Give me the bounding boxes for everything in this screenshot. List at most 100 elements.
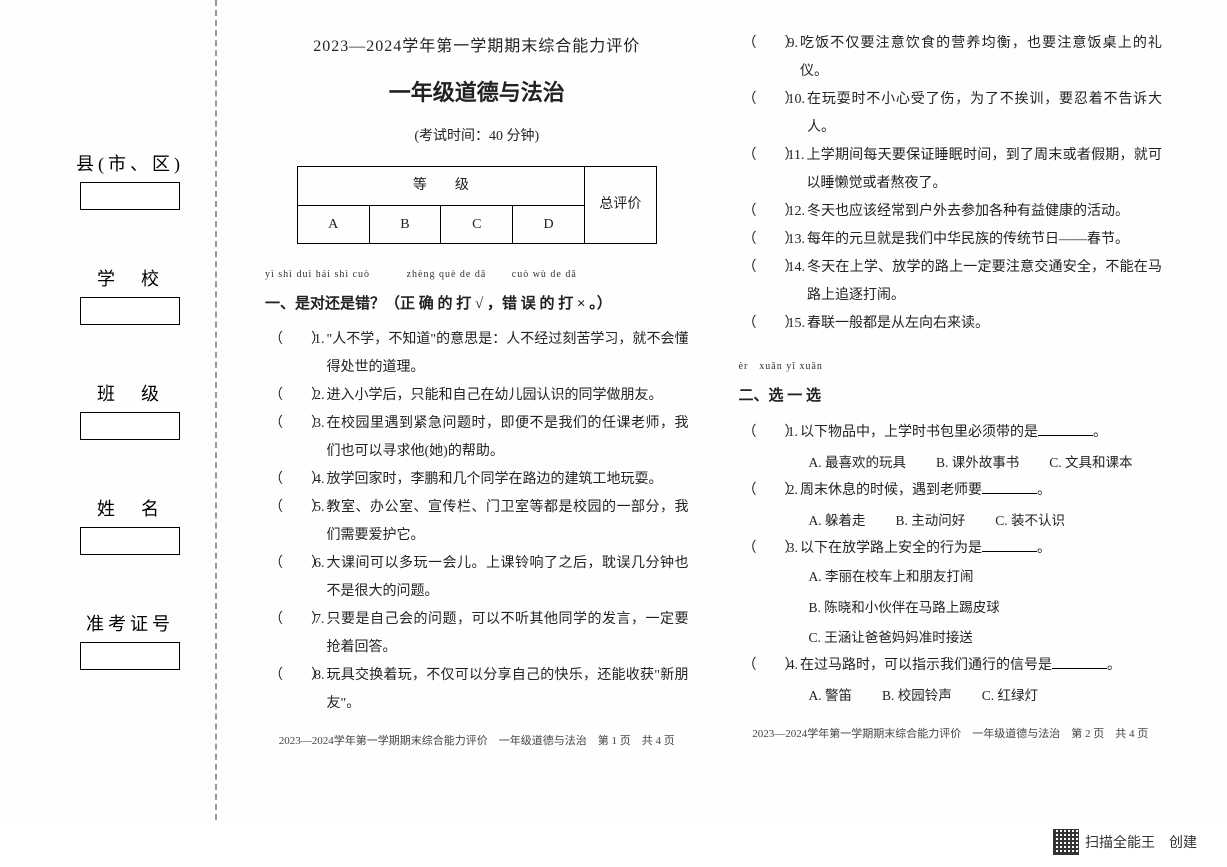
grade-header: 等 级 bbox=[297, 167, 584, 205]
tf-question: （ ）13.每年的元旦就是我们中华民族的传统节日——春节。 bbox=[743, 226, 1163, 254]
left-page: 2023—2024学年第一学期期末综合能力评价 一年级道德与法治 (考试时间：4… bbox=[240, 30, 714, 800]
q-num: 8. bbox=[314, 662, 325, 718]
info-label: 班 级 bbox=[97, 380, 163, 406]
section2-title: 二、选 一 选 bbox=[739, 381, 1163, 413]
choice-option[interactable]: A. 躲着走 bbox=[809, 507, 866, 535]
answer-paren[interactable]: （ ） bbox=[743, 310, 788, 338]
info-input-box[interactable] bbox=[80, 297, 180, 325]
choice-option[interactable]: B. 课外故事书 bbox=[936, 449, 1019, 477]
page-container: 县(市、区) 学 校 班 级 姓 名 准考证号 2023—2024学年第一学期期… bbox=[0, 0, 1227, 820]
answer-paren[interactable]: （ ） bbox=[269, 410, 314, 466]
answer-paren[interactable]: （ ） bbox=[269, 606, 314, 662]
info-label: 姓 名 bbox=[97, 495, 163, 521]
answer-paren[interactable]: （ ） bbox=[269, 494, 314, 550]
answer-paren[interactable]: （ ） bbox=[743, 198, 788, 226]
q-num: 10. bbox=[788, 86, 806, 142]
answer-paren[interactable]: （ ） bbox=[269, 382, 314, 410]
choice-option[interactable]: A. 警笛 bbox=[809, 682, 853, 710]
tf-question: （ ）9.吃饭不仅要注意饮食的营养均衡，也要注意饭桌上的礼仪。 bbox=[743, 30, 1163, 86]
student-info-column: 县(市、区) 学 校 班 级 姓 名 准考证号 bbox=[60, 30, 200, 800]
choice-option[interactable]: C. 王涵让爸爸妈妈准时接送 bbox=[809, 624, 1163, 652]
q-num: 9. bbox=[788, 30, 799, 86]
grade-table: 等 级 总评价 A B C D bbox=[297, 166, 657, 244]
q-text: 冬天也应该经常到户外去参加各种有益健康的活动。 bbox=[807, 198, 1162, 226]
q-text: 以下在放学路上安全的行为是。 bbox=[800, 535, 1162, 563]
choice-option[interactable]: A. 最喜欢的玩具 bbox=[809, 449, 907, 477]
choice-option[interactable]: C. 装不认识 bbox=[995, 507, 1065, 535]
mc-question: （ ）1.以下物品中，上学时书包里必须带的是。 bbox=[743, 419, 1163, 447]
q-num: 3. bbox=[314, 410, 325, 466]
answer-paren[interactable]: （ ） bbox=[269, 550, 314, 606]
answer-paren[interactable]: （ ） bbox=[743, 477, 788, 505]
answer-paren[interactable]: （ ） bbox=[743, 652, 788, 680]
q-num: 4. bbox=[788, 652, 799, 680]
choice-option[interactable]: A. 李丽在校车上和朋友打闹 bbox=[809, 563, 1163, 591]
info-input-box[interactable] bbox=[80, 182, 180, 210]
q-num: 11. bbox=[788, 142, 805, 198]
choices-row: A. 警笛 B. 校园铃声 C. 红绿灯 bbox=[809, 682, 1163, 710]
tf-question: （ ）2.进入小学后，只能和自己在幼儿园认识的同学做朋友。 bbox=[269, 382, 689, 410]
mc-question: （ ）4.在过马路时，可以指示我们通行的信号是。 bbox=[743, 652, 1163, 680]
choices-column: A. 李丽在校车上和朋友打闹 B. 陈晓和小伙伴在马路上踢皮球C. 王涵让爸爸妈妈… bbox=[809, 563, 1163, 652]
q-num: 13. bbox=[788, 226, 806, 254]
answer-paren[interactable]: （ ） bbox=[269, 326, 314, 382]
mc-question: （ ）3.以下在放学路上安全的行为是。 bbox=[743, 535, 1163, 563]
q-text: 上学期间每天要保证睡眠时间，到了周末或者假期，就可以睡懒觉或者熬夜了。 bbox=[806, 142, 1162, 198]
tf-question: （ ）12.冬天也应该经常到户外去参加各种有益健康的活动。 bbox=[743, 198, 1163, 226]
q-num: 15. bbox=[788, 310, 806, 338]
choice-option[interactable]: B. 陈晓和小伙伴在马路上踢皮球 bbox=[809, 594, 1163, 622]
info-field-exam-no: 准考证号 bbox=[60, 610, 200, 670]
choice-option[interactable]: B. 校园铃声 bbox=[882, 682, 952, 710]
answer-paren[interactable]: （ ） bbox=[743, 86, 788, 142]
grade-cell: A bbox=[297, 205, 369, 243]
q-text: 教室、办公室、宣传栏、门卫室等都是校园的一部分，我们需要爱护它。 bbox=[327, 494, 689, 550]
total-eval: 总评价 bbox=[584, 167, 656, 244]
footer-left: 2023—2024学年第一学期期末综合能力评价 一年级道德与法治 第 1 页 共… bbox=[265, 730, 689, 753]
info-field-county: 县(市、区) bbox=[60, 150, 200, 210]
info-input-box[interactable] bbox=[80, 642, 180, 670]
tf-question: （ ）7.只要是自己会的问题，可以不听其他同学的发言，一定要抢着回答。 bbox=[269, 606, 689, 662]
grade-cell: B bbox=[369, 205, 441, 243]
q-text: 在校园里遇到紧急问题时，即便不是我们的任课老师，我们也可以寻求他(她)的帮助。 bbox=[327, 410, 689, 466]
section1-pinyin: yì shì duì hái shì cuò zhèng què de dǎ c… bbox=[265, 264, 689, 285]
header-subject: 一年级道德与法治 bbox=[265, 70, 689, 116]
q-text: "人不学，不知道"的意思是：人不经过刻苦学习，就不会懂得处世的道理。 bbox=[327, 326, 689, 382]
pinyin-text: cuò wù de dǎ bbox=[512, 269, 577, 280]
fill-blank[interactable] bbox=[1052, 655, 1107, 669]
qr-icon bbox=[1053, 829, 1079, 855]
right-page: （ ）9.吃饭不仅要注意饮食的营养均衡，也要注意饭桌上的礼仪。（ ）10.在玩耍… bbox=[714, 30, 1188, 800]
fill-blank[interactable] bbox=[982, 538, 1037, 552]
info-input-box[interactable] bbox=[80, 527, 180, 555]
choice-option[interactable]: B. 主动问好 bbox=[896, 507, 966, 535]
answer-paren[interactable]: （ ） bbox=[743, 226, 788, 254]
answer-paren[interactable]: （ ） bbox=[743, 30, 788, 86]
choice-option[interactable]: C. 文具和课本 bbox=[1049, 449, 1132, 477]
mc-question: （ ）2.周末休息的时候，遇到老师要。 bbox=[743, 477, 1163, 505]
answer-paren[interactable]: （ ） bbox=[743, 535, 788, 563]
q-text: 每年的元旦就是我们中华民族的传统节日——春节。 bbox=[807, 226, 1162, 254]
tf-question: （ ）1."人不学，不知道"的意思是：人不经过刻苦学习，就不会懂得处世的道理。 bbox=[269, 326, 689, 382]
answer-paren[interactable]: （ ） bbox=[743, 142, 788, 198]
q-text: 在过马路时，可以指示我们通行的信号是。 bbox=[800, 652, 1162, 680]
pinyin-text: yì shì duì hái shì cuò bbox=[265, 269, 370, 280]
exam-header: 2023—2024学年第一学期期末综合能力评价 一年级道德与法治 (考试时间：4… bbox=[265, 30, 689, 151]
choices-row: A. 最喜欢的玩具 B. 课外故事书 C. 文具和课本 bbox=[809, 449, 1163, 477]
tf-question: （ ）3.在校园里遇到紧急问题时，即便不是我们的任课老师，我们也可以寻求他(她)… bbox=[269, 410, 689, 466]
answer-paren[interactable]: （ ） bbox=[269, 466, 314, 494]
fill-blank[interactable] bbox=[1038, 422, 1093, 436]
answer-paren[interactable]: （ ） bbox=[743, 419, 788, 447]
answer-paren[interactable]: （ ） bbox=[743, 254, 788, 310]
section1-title: 一、是对还是错？（正 确 的 打 √ ，错 误 的 打 × 。） bbox=[265, 289, 689, 321]
q-text: 吃饭不仅要注意饮食的营养均衡，也要注意饭桌上的礼仪。 bbox=[800, 30, 1162, 86]
info-input-box[interactable] bbox=[80, 412, 180, 440]
q-text: 放学回家时，李鹏和几个同学在路边的建筑工地玩耍。 bbox=[327, 466, 689, 494]
fill-blank[interactable] bbox=[982, 480, 1037, 494]
q-text: 以下物品中，上学时书包里必须带的是。 bbox=[800, 419, 1162, 447]
tf-question: （ ）4.放学回家时，李鹏和几个同学在路边的建筑工地玩耍。 bbox=[269, 466, 689, 494]
choice-option[interactable]: C. 红绿灯 bbox=[982, 682, 1038, 710]
answer-paren[interactable]: （ ） bbox=[269, 662, 314, 718]
q-num: 3. bbox=[788, 535, 799, 563]
info-label: 县(市、区) bbox=[76, 150, 184, 176]
info-label: 准考证号 bbox=[86, 610, 174, 636]
info-field-class: 班 级 bbox=[60, 380, 200, 440]
